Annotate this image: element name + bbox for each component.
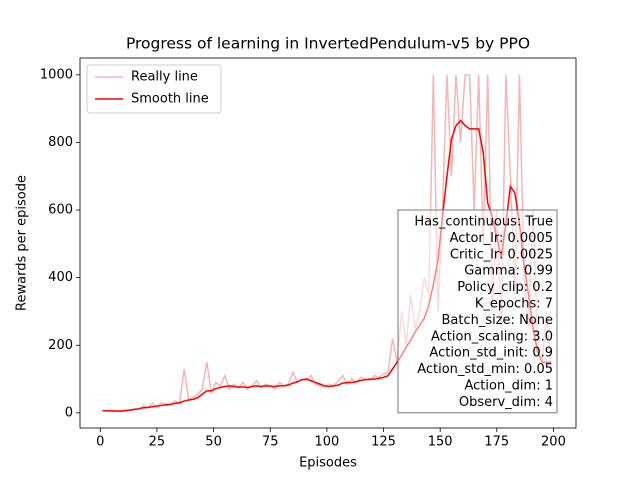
annotation-line: K_epochs: 7 [475, 297, 553, 312]
x-tick-label: 0 [96, 435, 104, 450]
annotation-line: Action_dim: 1 [464, 379, 553, 394]
plot-frame [79, 57, 577, 429]
y-tick-label: 1000 [40, 67, 73, 82]
legend-label: Smooth line [131, 92, 209, 107]
y-tick-label: 800 [48, 135, 73, 150]
y-tick-label: 600 [48, 203, 73, 218]
annotation-line: Action_std_min: 0.05 [417, 362, 553, 377]
line [102, 119, 552, 412]
annotation-line: Action_std_init: 0.9 [429, 346, 553, 361]
x-tick-label: 50 [205, 435, 222, 450]
x-tick-label: 75 [262, 435, 279, 450]
annotation-line: Has_continuous: True [414, 215, 553, 230]
annotation-box [397, 209, 558, 414]
x-tick-label: 100 [314, 435, 339, 450]
x-axis-label: Episodes [299, 456, 357, 471]
y-tick-label: 0 [65, 405, 73, 420]
annotation-line: Batch_size: None [441, 313, 553, 328]
y-tick-label: 400 [48, 270, 73, 285]
x-tick-label: 25 [149, 435, 166, 450]
y-tick-label: 200 [48, 338, 73, 353]
annotation-line: Critic_lr: 0.0025 [450, 247, 553, 262]
x-tick-label: 150 [428, 435, 453, 450]
legend-label: Really line [131, 70, 198, 85]
annotation-line: Action_scaling: 3.0 [431, 329, 553, 344]
annotation-line: Actor_lr: 0.0005 [450, 231, 553, 246]
y-axis-label: Rewards per episode [15, 175, 30, 311]
chart-title: Progress of learning in InvertedPendulum… [126, 35, 530, 53]
annotation-line: Observ_dim: 4 [459, 395, 553, 410]
x-tick-label: 125 [371, 435, 396, 450]
x-tick-label: 200 [541, 435, 566, 450]
annotation-line: Gamma: 0.99 [464, 264, 553, 279]
x-tick-label: 175 [484, 435, 509, 450]
annotation-line: Policy_clip: 0.2 [457, 280, 553, 295]
